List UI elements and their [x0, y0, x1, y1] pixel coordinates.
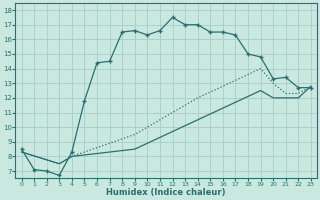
- X-axis label: Humidex (Indice chaleur): Humidex (Indice chaleur): [107, 188, 226, 197]
